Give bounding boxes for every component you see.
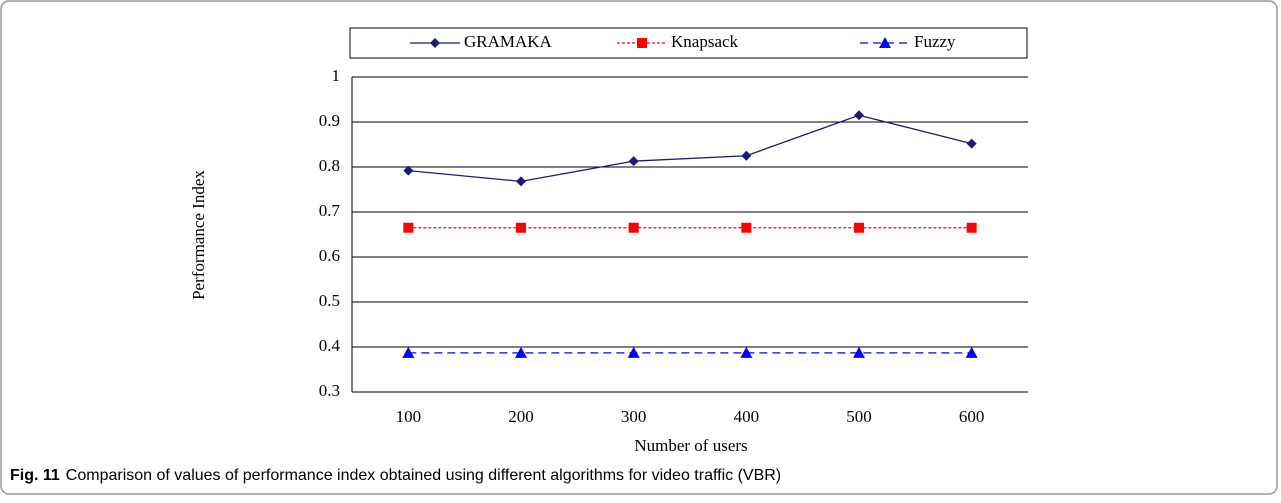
caption-label: Fig. 11 <box>10 467 60 484</box>
marker-square <box>966 222 977 233</box>
marker-square <box>628 222 639 233</box>
y-tick-label: 0.6 <box>319 246 340 265</box>
marker-triangle <box>515 346 527 358</box>
marker-triangle <box>740 346 753 358</box>
x-tick-label: 600 <box>959 407 985 426</box>
marker-diamond <box>628 156 639 167</box>
marker-square <box>516 222 526 233</box>
caption: Fig. 11 Comparison of values of performan… <box>10 467 781 484</box>
marker-triangle <box>853 346 865 358</box>
legend-label: Knapsack <box>671 32 739 51</box>
y-tick-label: 0.5 <box>319 291 340 310</box>
marker-diamond <box>430 38 440 48</box>
marker-square <box>637 38 647 48</box>
x-tick-label: 100 <box>396 407 422 426</box>
marker-triangle <box>965 346 978 358</box>
x-tick-label: 300 <box>621 407 647 426</box>
marker-square <box>741 222 752 233</box>
legend-box <box>349 27 1028 59</box>
x-tick-label: 400 <box>734 407 760 426</box>
marker-square <box>854 222 864 233</box>
y-tick-label: 0.4 <box>319 336 341 355</box>
series-line <box>408 114 972 183</box>
legend-label: GRAMAKA <box>464 32 553 51</box>
marker-diamond <box>403 165 414 176</box>
y-tick-label: 0.3 <box>319 381 340 400</box>
marker-triangle <box>879 37 891 48</box>
y-tick-label: 0.7 <box>319 201 341 220</box>
x-tick-label: 200 <box>508 407 534 426</box>
caption-text: Comparison of values of performance inde… <box>66 467 781 484</box>
y-tick-label: 0.8 <box>319 156 340 175</box>
y-tick-label: 0.9 <box>319 111 340 130</box>
marker-diamond <box>516 176 526 187</box>
marker-triangle <box>402 346 415 358</box>
marker-triangle <box>627 346 640 358</box>
x-axis-label: Number of users <box>634 436 747 455</box>
marker-square <box>403 222 414 233</box>
x-tick-label: 500 <box>846 407 872 426</box>
legend-label: Fuzzy <box>914 32 956 51</box>
marker-diamond <box>854 110 864 121</box>
marker-diamond <box>741 150 752 161</box>
y-axis-label: Performance Index <box>189 170 208 300</box>
y-tick-label: 1 <box>332 66 341 85</box>
marker-diamond <box>966 138 977 149</box>
